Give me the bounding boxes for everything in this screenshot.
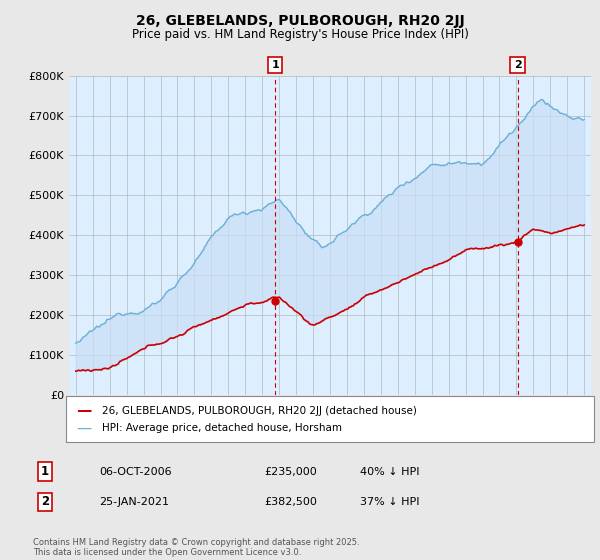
Text: 1: 1 bbox=[41, 465, 49, 478]
Text: —: — bbox=[76, 421, 91, 436]
Text: 06-OCT-2006: 06-OCT-2006 bbox=[99, 466, 172, 477]
Text: 1: 1 bbox=[271, 60, 279, 70]
Text: 25-JAN-2021: 25-JAN-2021 bbox=[99, 497, 169, 507]
Text: £382,500: £382,500 bbox=[264, 497, 317, 507]
Text: HPI: Average price, detached house, Horsham: HPI: Average price, detached house, Hors… bbox=[102, 423, 342, 433]
Text: Price paid vs. HM Land Registry's House Price Index (HPI): Price paid vs. HM Land Registry's House … bbox=[131, 28, 469, 41]
Text: 2: 2 bbox=[514, 60, 521, 70]
Text: 37% ↓ HPI: 37% ↓ HPI bbox=[360, 497, 419, 507]
Text: 26, GLEBELANDS, PULBOROUGH, RH20 2JJ (detached house): 26, GLEBELANDS, PULBOROUGH, RH20 2JJ (de… bbox=[102, 405, 417, 416]
Text: 2: 2 bbox=[41, 495, 49, 508]
Text: £235,000: £235,000 bbox=[264, 466, 317, 477]
Text: Contains HM Land Registry data © Crown copyright and database right 2025.
This d: Contains HM Land Registry data © Crown c… bbox=[33, 538, 359, 557]
Text: —: — bbox=[76, 403, 92, 418]
Text: 40% ↓ HPI: 40% ↓ HPI bbox=[360, 466, 419, 477]
Text: 26, GLEBELANDS, PULBOROUGH, RH20 2JJ: 26, GLEBELANDS, PULBOROUGH, RH20 2JJ bbox=[136, 14, 464, 28]
